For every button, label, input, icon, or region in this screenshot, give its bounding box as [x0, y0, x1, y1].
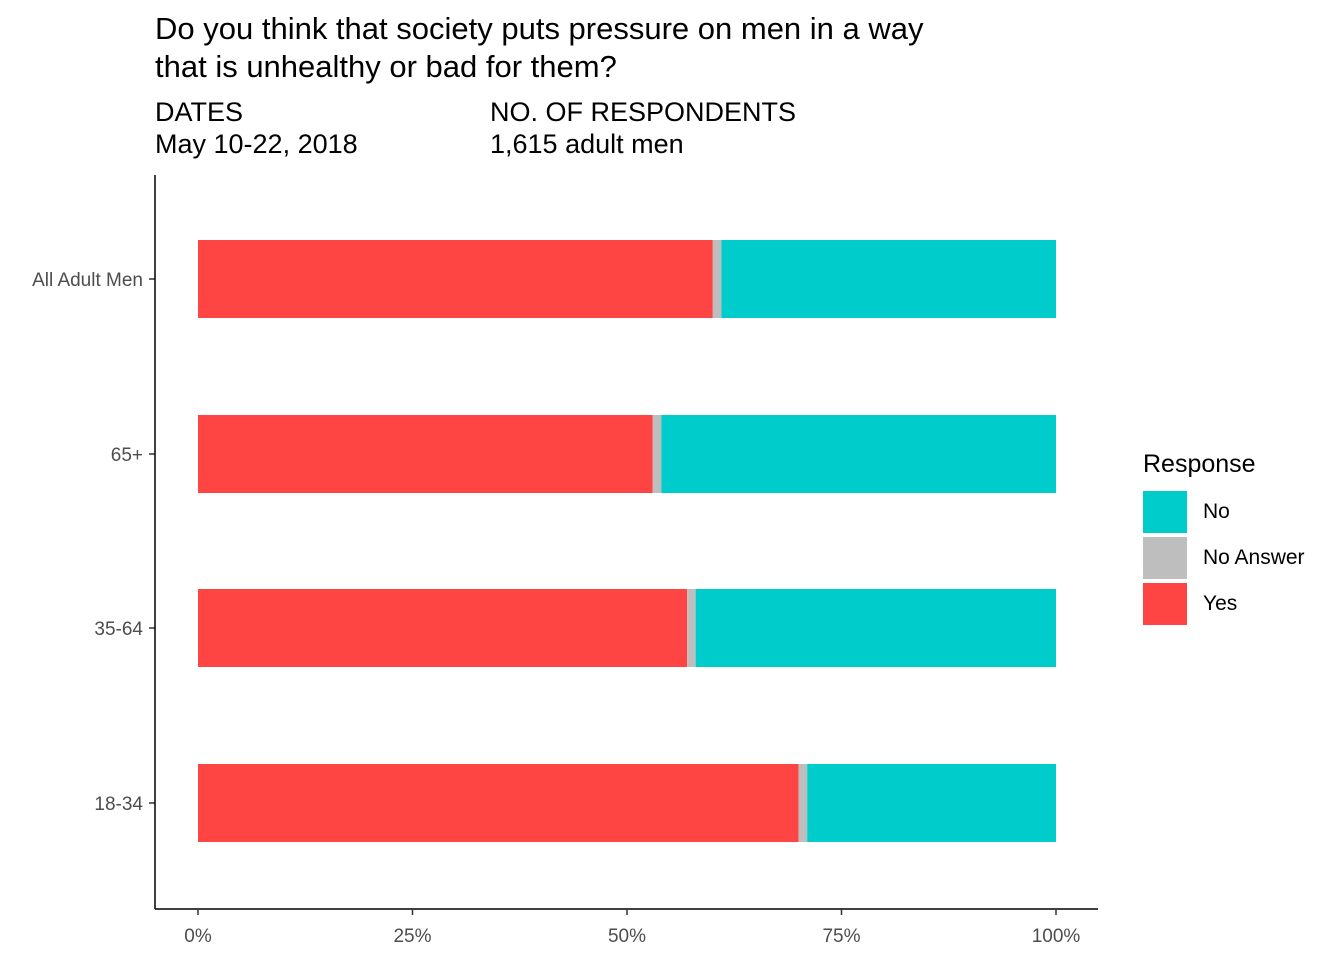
dates-block: DATES May 10-22, 2018: [155, 96, 358, 160]
chart-title: Do you think that society puts pressure …: [155, 10, 1095, 86]
respondents-label: NO. OF RESPONDENTS: [490, 97, 797, 127]
y-tick-label: 65+: [111, 445, 143, 466]
bar-yes: [198, 415, 653, 493]
bar-no-answer: [652, 415, 662, 493]
y-tick-label: All Adult Men: [32, 270, 143, 291]
bar-no-answer: [798, 764, 808, 842]
respondents-block: NO. OF RESPONDENTS 1,615 adult men: [490, 96, 796, 160]
bar-no: [661, 415, 1056, 493]
bar-yes: [198, 240, 713, 318]
x-tick-label: 25%: [393, 926, 431, 947]
legend-swatch-yes: [1143, 583, 1187, 625]
title-line-2: that is unhealthy or bad for them?: [155, 49, 617, 84]
legend-label-no-answer: No Answer: [1203, 546, 1305, 569]
respondents-value: 1,615 adult men: [490, 129, 684, 159]
legend-item-no-answer: No Answer: [1143, 535, 1305, 581]
title-line-1: Do you think that society puts pressure …: [155, 11, 924, 46]
x-tick-label: 75%: [822, 926, 860, 947]
bar-no: [807, 764, 1056, 842]
y-tick-label: 18-34: [94, 794, 143, 815]
bar-no: [721, 240, 1056, 318]
x-tick-label: 50%: [608, 926, 646, 947]
bar-yes: [198, 589, 688, 667]
legend-item-no: No: [1143, 489, 1305, 535]
bar-yes: [198, 764, 799, 842]
bar-no: [695, 589, 1056, 667]
legend-swatch-no-answer: [1143, 537, 1187, 579]
y-tick-label: 35-64: [94, 619, 143, 640]
dates-value: May 10-22, 2018: [155, 129, 358, 159]
legend-swatch-no: [1143, 491, 1187, 533]
legend-label-no: No: [1203, 500, 1230, 523]
legend: Response No No Answer Yes: [1143, 450, 1305, 627]
x-tick-label: 100%: [1032, 926, 1081, 947]
x-tick-label: 0%: [184, 926, 212, 947]
dates-label: DATES: [155, 97, 244, 127]
legend-label-yes: Yes: [1203, 592, 1238, 615]
legend-item-yes: Yes: [1143, 581, 1305, 627]
bar-no-answer: [687, 589, 696, 667]
bar-no-answer: [712, 240, 722, 318]
legend-title: Response: [1143, 450, 1256, 478]
